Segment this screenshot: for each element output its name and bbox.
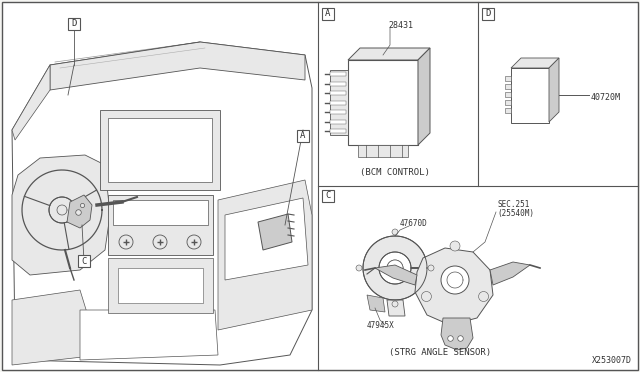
Polygon shape (50, 42, 305, 90)
Circle shape (356, 265, 362, 271)
Polygon shape (441, 318, 473, 350)
Polygon shape (415, 248, 493, 325)
Circle shape (49, 197, 75, 223)
Text: 40720M: 40720M (591, 93, 621, 102)
Circle shape (392, 229, 398, 235)
Bar (511, 68, 549, 123)
Text: 28431: 28431 (388, 21, 413, 30)
Bar (330, 81, 346, 86)
Bar (330, 100, 346, 105)
Circle shape (153, 235, 167, 249)
Bar (68, 18, 80, 30)
Polygon shape (348, 48, 430, 60)
Text: D: D (485, 10, 491, 19)
Text: 47670D: 47670D (400, 219, 428, 228)
Polygon shape (367, 295, 385, 312)
Bar (108, 118, 212, 182)
Bar (330, 91, 346, 95)
Bar (505, 100, 511, 105)
Polygon shape (363, 236, 427, 300)
Circle shape (392, 301, 398, 307)
Circle shape (187, 235, 201, 249)
Bar (322, 190, 334, 202)
Bar (358, 145, 408, 157)
Bar (108, 195, 213, 255)
Bar (297, 130, 309, 142)
Bar (348, 60, 418, 145)
Bar (505, 108, 511, 113)
Bar (482, 8, 494, 20)
Polygon shape (490, 262, 530, 285)
Text: D: D (71, 19, 77, 29)
Text: SEC.251: SEC.251 (497, 200, 529, 209)
Polygon shape (258, 214, 292, 250)
Polygon shape (225, 198, 308, 280)
Bar (113, 200, 208, 225)
Text: 47945X: 47945X (367, 321, 395, 330)
Bar (118, 268, 203, 303)
Polygon shape (12, 42, 312, 365)
Text: C: C (81, 257, 86, 266)
Polygon shape (418, 48, 430, 145)
Bar (100, 110, 220, 190)
Circle shape (428, 265, 434, 271)
Polygon shape (218, 180, 312, 330)
Bar (330, 129, 346, 133)
Polygon shape (511, 58, 559, 68)
Bar (505, 76, 511, 81)
Polygon shape (12, 155, 110, 275)
Text: (BCM CONTROL): (BCM CONTROL) (360, 168, 430, 177)
Circle shape (450, 241, 460, 251)
Text: A: A (300, 131, 306, 141)
Polygon shape (387, 300, 405, 316)
Bar (330, 70, 348, 135)
Circle shape (479, 292, 488, 301)
Bar (330, 72, 346, 76)
Polygon shape (12, 65, 50, 140)
Circle shape (421, 292, 431, 301)
Text: (STRG ANGLE SENSOR): (STRG ANGLE SENSOR) (389, 348, 491, 357)
Bar (505, 84, 511, 89)
Text: A: A (325, 10, 331, 19)
Text: X253007D: X253007D (592, 356, 632, 365)
Circle shape (441, 266, 469, 294)
Polygon shape (549, 58, 559, 122)
Circle shape (387, 260, 403, 276)
Bar (108, 258, 213, 313)
Bar (78, 255, 90, 267)
Bar (322, 8, 334, 20)
Polygon shape (375, 265, 417, 285)
Bar (330, 110, 346, 114)
Polygon shape (12, 290, 100, 365)
Text: C: C (325, 192, 331, 201)
Bar (505, 92, 511, 97)
Polygon shape (67, 195, 92, 228)
Circle shape (119, 235, 133, 249)
Polygon shape (80, 310, 218, 360)
Text: (25540M): (25540M) (497, 209, 534, 218)
Bar (330, 119, 346, 124)
